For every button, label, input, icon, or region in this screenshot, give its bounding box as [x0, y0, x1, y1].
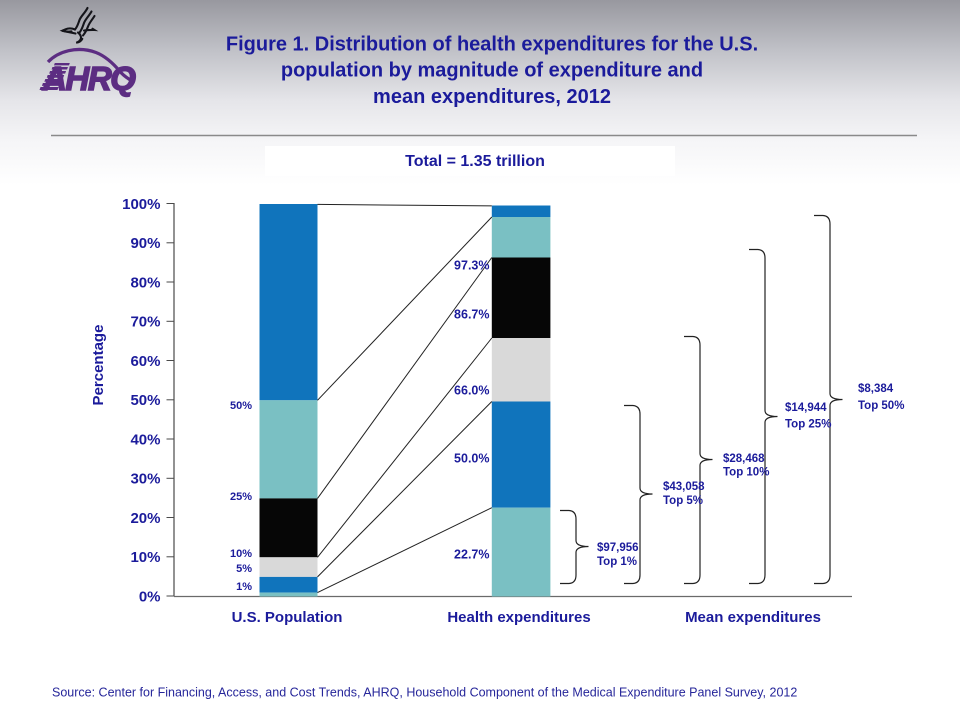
- svg-text:$8,384: $8,384: [858, 383, 894, 395]
- svg-text:$28,468: $28,468: [723, 453, 765, 465]
- svg-text:80%: 80%: [130, 274, 160, 291]
- svg-text:Figure 1. Distribution of heal: Figure 1. Distribution of health expendi…: [226, 34, 758, 56]
- svg-text:1%: 1%: [236, 581, 252, 593]
- svg-text:U.S. Population: U.S. Population: [232, 609, 343, 626]
- svg-text:Source: Center for Financing,: Source: Center for Financing, Access, an…: [52, 686, 797, 700]
- svg-text:30%: 30%: [130, 471, 160, 488]
- svg-text:40%: 40%: [130, 431, 160, 448]
- svg-text:20%: 20%: [130, 510, 160, 527]
- svg-text:97.3%: 97.3%: [454, 259, 489, 273]
- svg-text:50.0%: 50.0%: [454, 452, 489, 466]
- svg-text:66.0%: 66.0%: [454, 384, 489, 398]
- svg-text:60%: 60%: [130, 353, 160, 370]
- svg-text:$14,944: $14,944: [785, 402, 827, 414]
- svg-text:Top 50%: Top 50%: [858, 400, 904, 412]
- svg-text:population by magnitude of exp: population by magnitude of expenditure a…: [281, 60, 703, 82]
- svg-text:25%: 25%: [230, 491, 252, 503]
- svg-text:0%: 0%: [139, 588, 161, 605]
- svg-text:$43,058: $43,058: [663, 481, 705, 493]
- svg-text:10%: 10%: [230, 548, 252, 560]
- svg-text:Top 5%: Top 5%: [663, 495, 703, 507]
- svg-text:50%: 50%: [130, 392, 160, 409]
- svg-text:Top 1%: Top 1%: [597, 556, 637, 568]
- svg-text:Top 10%: Top 10%: [723, 467, 769, 479]
- svg-text:Top 25%: Top 25%: [785, 419, 831, 431]
- svg-text:5%: 5%: [236, 563, 252, 575]
- svg-text:22.7%: 22.7%: [454, 548, 489, 562]
- svg-text:90%: 90%: [130, 235, 160, 252]
- svg-text:AHRQ: AHRQ: [42, 60, 136, 97]
- svg-text:Health expenditures: Health expenditures: [447, 609, 590, 626]
- svg-text:100%: 100%: [122, 196, 160, 213]
- svg-text:86.7%: 86.7%: [454, 308, 489, 322]
- svg-text:50%: 50%: [230, 400, 252, 412]
- svg-text:mean expenditures, 2012: mean expenditures, 2012: [373, 86, 611, 108]
- svg-text:10%: 10%: [130, 549, 160, 566]
- svg-text:Mean expenditures: Mean expenditures: [685, 609, 821, 626]
- svg-text:$97,956: $97,956: [597, 542, 639, 554]
- svg-text:70%: 70%: [130, 314, 160, 331]
- svg-text:Percentage: Percentage: [90, 325, 107, 406]
- svg-text:Total = 1.35 trillion: Total = 1.35 trillion: [405, 153, 545, 170]
